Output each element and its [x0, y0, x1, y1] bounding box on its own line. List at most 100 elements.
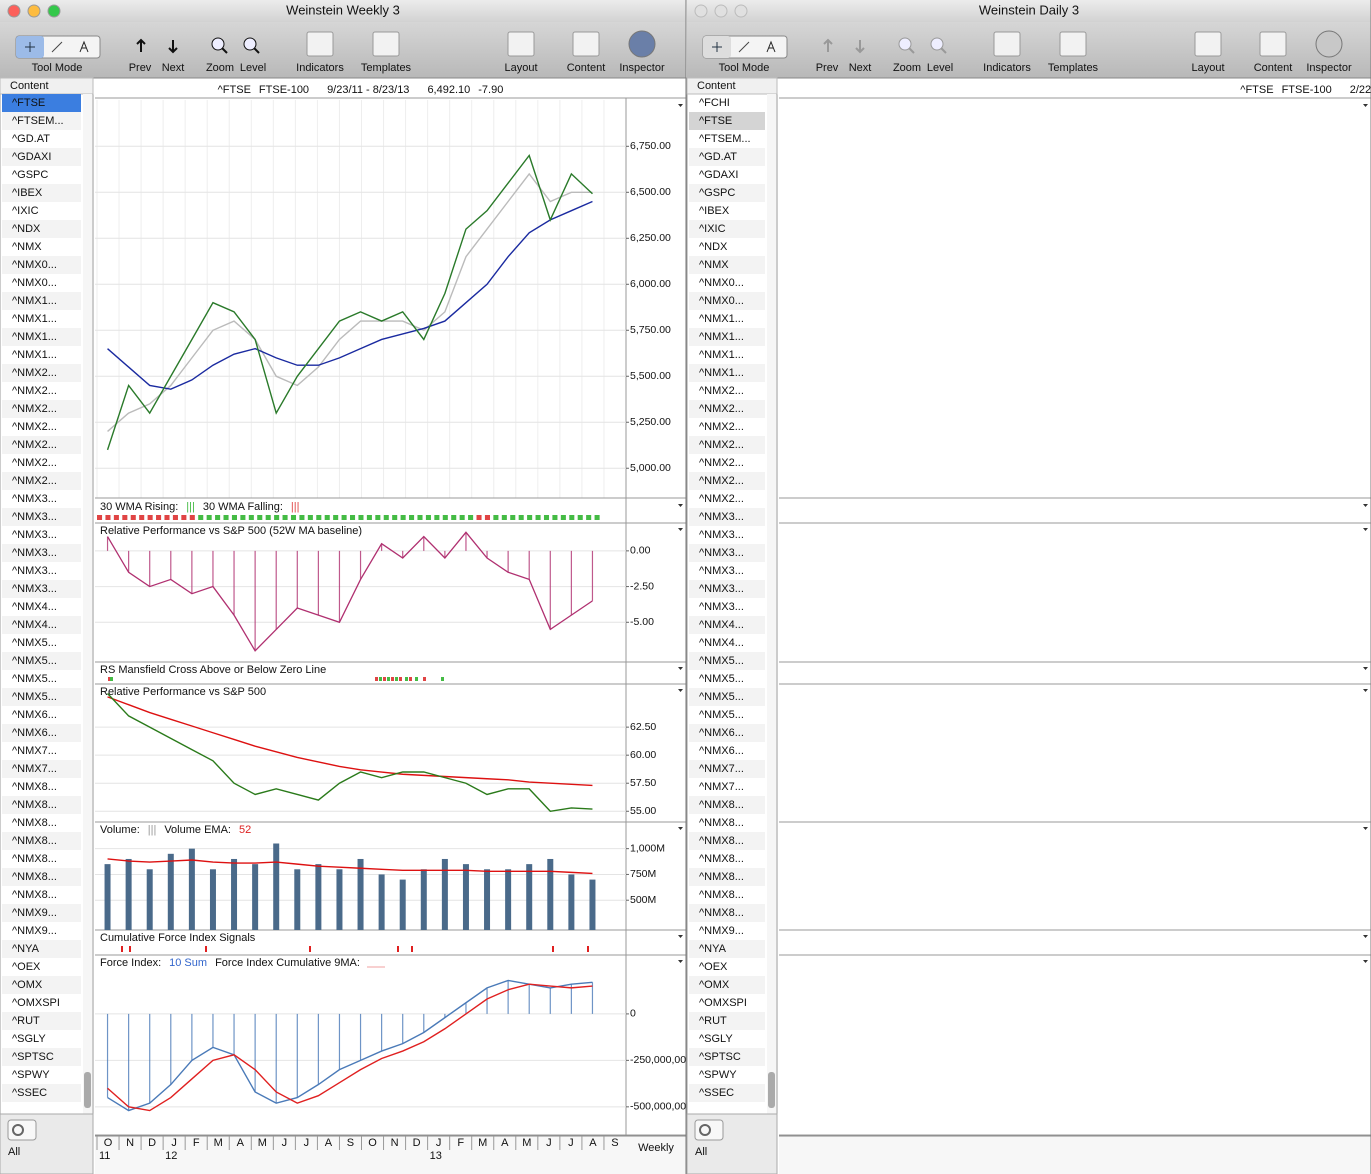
symbol-item[interactable]: ^NMX8...: [699, 799, 744, 811]
symbol-item[interactable]: ^NMX2...: [699, 421, 744, 433]
symbol-item[interactable]: ^SPWY: [12, 1069, 50, 1081]
symbol-item[interactable]: ^NMX3...: [699, 547, 744, 559]
panel-menu[interactable]: [678, 827, 683, 830]
panel-menu[interactable]: [1363, 667, 1368, 670]
symbol-item[interactable]: ^NMX1...: [12, 331, 57, 343]
symbol-item[interactable]: ^NMX3...: [699, 583, 744, 595]
toolbar-label[interactable]: Zoom: [206, 62, 234, 74]
symbol-item[interactable]: ^NMX3...: [12, 511, 57, 523]
symbol-item[interactable]: ^NMX2...: [699, 403, 744, 415]
toolbar-label[interactable]: Inspector: [619, 62, 665, 74]
window-button[interactable]: [734, 4, 748, 18]
symbol-item[interactable]: ^IXIC: [12, 205, 39, 217]
symbol-item[interactable]: ^OMX: [12, 979, 43, 991]
symbol-item[interactable]: ^NDX: [12, 223, 41, 235]
symbol-item[interactable]: ^NMX2...: [699, 475, 744, 487]
symbol-item[interactable]: ^NMX2...: [699, 439, 744, 451]
panel-menu[interactable]: [678, 689, 683, 692]
toolbar-label[interactable]: Level: [240, 62, 266, 74]
symbol-item[interactable]: ^NMX1...: [699, 313, 744, 325]
symbol-item[interactable]: ^SPWY: [699, 1069, 737, 1081]
symbol-item[interactable]: ^SPTSC: [12, 1051, 54, 1063]
symbol-item[interactable]: ^NMX7...: [699, 781, 744, 793]
panel-menu[interactable]: [1363, 960, 1368, 963]
symbol-item[interactable]: ^RUT: [12, 1015, 40, 1027]
symbol-item[interactable]: ^NMX2...: [12, 367, 57, 379]
symbol-item[interactable]: ^NMX7...: [699, 763, 744, 775]
sidebar-footer-label[interactable]: All: [8, 1146, 20, 1158]
symbol-item[interactable]: ^NMX4...: [699, 619, 744, 631]
period-label[interactable]: Weekly: [638, 1142, 674, 1154]
symbol-item[interactable]: ^NMX1...: [12, 349, 57, 361]
symbol-item[interactable]: ^NMX1...: [699, 367, 744, 379]
symbol-item[interactable]: ^IBEX: [12, 187, 43, 199]
symbol-item[interactable]: ^NMX2...: [12, 403, 57, 415]
symbol-item[interactable]: ^NYA: [699, 943, 727, 955]
symbol-item[interactable]: ^NMX3...: [699, 511, 744, 523]
symbol-item[interactable]: ^NMX8...: [12, 889, 57, 901]
panel-menu[interactable]: [678, 960, 683, 963]
symbol-item[interactable]: ^NYA: [12, 943, 40, 955]
symbol-item[interactable]: ^NMX1...: [699, 331, 744, 343]
symbol-item[interactable]: ^NMX3...: [12, 529, 57, 541]
symbol-item[interactable]: ^NMX5...: [699, 673, 744, 685]
symbol-item[interactable]: ^NMX5...: [12, 673, 57, 685]
symbol-item[interactable]: ^NMX8...: [699, 817, 744, 829]
symbol-item[interactable]: ^NMX8...: [699, 889, 744, 901]
panel-menu[interactable]: [1363, 528, 1368, 531]
symbol-item[interactable]: ^NMX4...: [12, 619, 57, 631]
symbol-item[interactable]: ^NMX8...: [699, 871, 744, 883]
symbol-item[interactable]: ^GDAXI: [12, 151, 51, 163]
symbol-item[interactable]: ^OEX: [12, 961, 41, 973]
symbol-item[interactable]: ^OMXSPI: [699, 997, 747, 1009]
symbol-item[interactable]: ^NMX2...: [699, 385, 744, 397]
symbol-item[interactable]: ^NMX9...: [12, 925, 57, 937]
panel-menu[interactable]: [678, 104, 683, 107]
panel-menu[interactable]: [1363, 104, 1368, 107]
symbol-item[interactable]: ^GD.AT: [12, 133, 50, 145]
symbol-item[interactable]: ^NMX8...: [699, 907, 744, 919]
symbol-item[interactable]: ^NMX6...: [699, 727, 744, 739]
symbol-item[interactable]: ^NMX7...: [12, 745, 57, 757]
toolbar-label[interactable]: Templates: [1048, 62, 1099, 74]
symbol-item[interactable]: ^NMX8...: [12, 871, 57, 883]
toolbar-label[interactable]: Next: [849, 62, 872, 74]
symbol-item[interactable]: ^NMX5...: [699, 709, 744, 721]
symbol-item[interactable]: ^FTSE: [699, 115, 732, 127]
symbol-item[interactable]: ^NMX8...: [12, 799, 57, 811]
symbol-item[interactable]: ^GSPC: [699, 187, 735, 199]
symbol-item[interactable]: ^NMX8...: [12, 835, 57, 847]
sidebar-scroll-thumb[interactable]: [768, 1072, 775, 1108]
symbol-item[interactable]: ^NMX1...: [699, 349, 744, 361]
window-button[interactable]: [7, 4, 21, 18]
panel-menu[interactable]: [1363, 935, 1368, 938]
toolbar-label[interactable]: Content: [1254, 62, 1293, 74]
symbol-item[interactable]: ^NMX9...: [699, 925, 744, 937]
symbol-item[interactable]: ^FTSE: [12, 97, 45, 109]
toolbar-label[interactable]: Next: [162, 62, 185, 74]
sidebar-footer-label[interactable]: All: [695, 1146, 707, 1158]
symbol-item[interactable]: ^NMX5...: [699, 691, 744, 703]
panel-menu[interactable]: [1363, 689, 1368, 692]
toolbar-label[interactable]: Layout: [1191, 62, 1224, 74]
symbol-item[interactable]: ^NMX1...: [12, 313, 57, 325]
symbol-item[interactable]: ^IXIC: [699, 223, 726, 235]
symbol-item[interactable]: ^SSEC: [699, 1087, 734, 1099]
symbol-item[interactable]: ^NMX0...: [699, 295, 744, 307]
symbol-item[interactable]: ^NMX2...: [699, 493, 744, 505]
panel-menu[interactable]: [1363, 827, 1368, 830]
symbol-item[interactable]: ^NMX2...: [699, 457, 744, 469]
symbol-item[interactable]: ^NMX0...: [699, 277, 744, 289]
toolbar-label[interactable]: Templates: [361, 62, 412, 74]
symbol-item[interactable]: ^NDX: [699, 241, 728, 253]
symbol-item[interactable]: ^NMX6...: [699, 745, 744, 757]
symbol-item[interactable]: ^OEX: [699, 961, 728, 973]
symbol-item[interactable]: ^NMX5...: [12, 637, 57, 649]
symbol-item[interactable]: ^NMX0...: [12, 277, 57, 289]
window-button[interactable]: [47, 4, 61, 18]
symbol-item[interactable]: ^GDAXI: [699, 169, 738, 181]
symbol-item[interactable]: ^NMX3...: [699, 529, 744, 541]
symbol-item[interactable]: ^NMX6...: [12, 709, 57, 721]
symbol-item[interactable]: ^NMX2...: [12, 385, 57, 397]
symbol-item[interactable]: ^NMX8...: [12, 817, 57, 829]
